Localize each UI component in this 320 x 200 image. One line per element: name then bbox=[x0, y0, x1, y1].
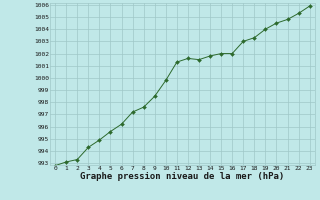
X-axis label: Graphe pression niveau de la mer (hPa): Graphe pression niveau de la mer (hPa) bbox=[80, 172, 284, 181]
